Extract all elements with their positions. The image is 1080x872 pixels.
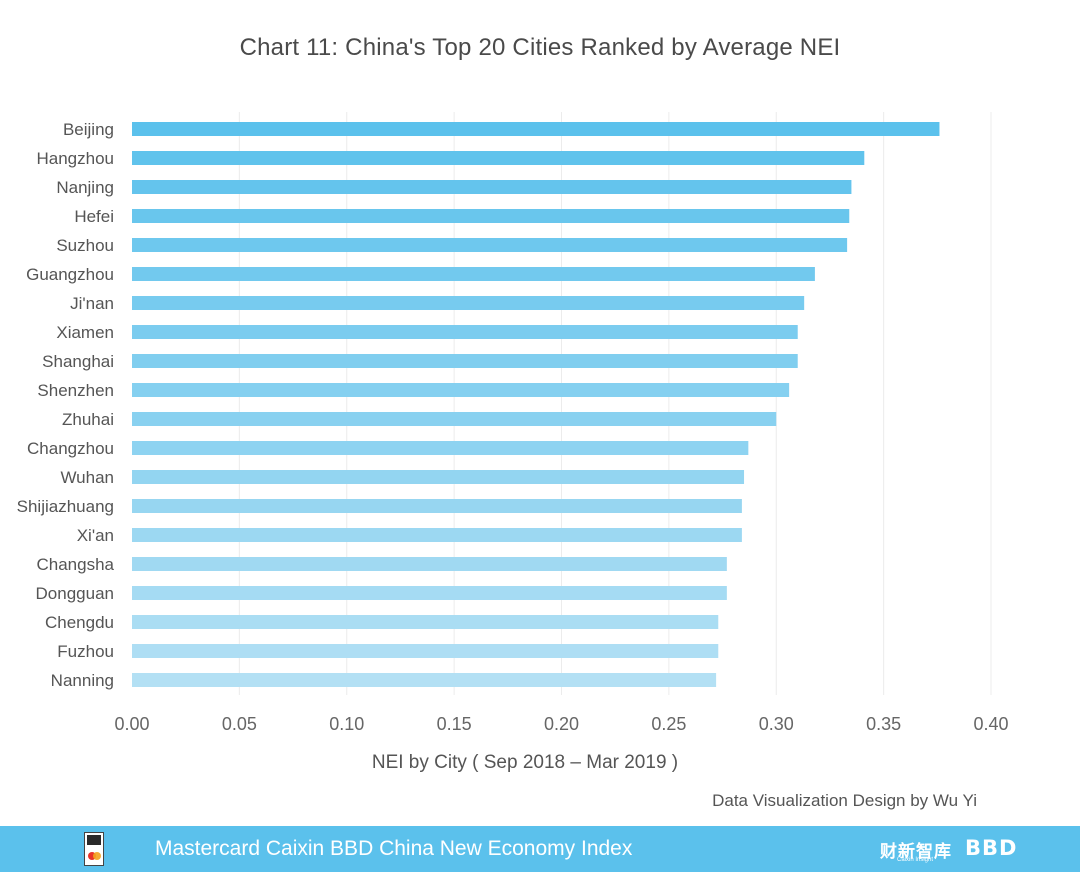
category-label: Suzhou (56, 236, 114, 255)
bar-ji-nan (132, 296, 805, 310)
x-tick-label: 0.00 (114, 714, 149, 734)
category-label: Dongguan (36, 584, 114, 603)
caixin-insight-logo: 财新智库 (880, 842, 952, 861)
category-labels: Beijing Hangzhou Nanjing Hefei Suzhou Guangzh… (17, 120, 115, 690)
x-tick-label: 0.35 (866, 714, 901, 734)
category-label: Shijiazhuang (17, 497, 114, 516)
category-label: Guangzhou (26, 265, 114, 284)
bar-hangzhou (132, 151, 865, 165)
chart-title: Chart 11: China's Top 20 Cities Ranked b… (239, 34, 841, 61)
category-label: Zhuhai (62, 410, 114, 429)
x-tick-label: 0.30 (759, 714, 794, 734)
bar-nanjing (132, 180, 852, 194)
bar-shijiazhuang (132, 499, 742, 513)
x-tick-label: 0.25 (651, 714, 686, 734)
x-tick-label: 0.10 (329, 714, 364, 734)
category-label: Changsha (36, 555, 114, 574)
bar-shanghai (132, 354, 798, 368)
bars (132, 122, 940, 687)
bar-changsha (132, 557, 727, 571)
category-label: Xiamen (56, 323, 114, 342)
bar-xiamen (132, 325, 798, 339)
category-label: Hefei (74, 207, 114, 226)
category-label: Changzhou (27, 439, 114, 458)
bar-xi-an (132, 528, 742, 542)
bar-shenzhen (132, 383, 790, 397)
bar-wuhan (132, 470, 745, 484)
category-label: Wuhan (60, 468, 114, 487)
bar-fuzhou (132, 644, 719, 658)
category-label: Ji'nan (70, 294, 114, 313)
credit-text: Data Visualization Design by Wu Yi (712, 791, 977, 810)
nei-mastercard-icon (84, 832, 104, 866)
x-tick-label: 0.40 (973, 714, 1008, 734)
x-axis-label: NEI by City ( Sep 2018 – Mar 2019 ) (372, 752, 678, 773)
bar-changzhou (132, 441, 749, 455)
x-tick-label: 0.05 (222, 714, 257, 734)
bar-zhuhai (132, 412, 777, 426)
bar-guangzhou (132, 267, 815, 281)
footer-title: Mastercard Caixin BBD China New Economy … (155, 837, 633, 860)
x-tick-label: 0.20 (544, 714, 579, 734)
category-label: Beijing (63, 120, 114, 139)
bar-suzhou (132, 238, 848, 252)
x-tick-labels: 0.00 0.05 0.10 0.15 0.20 0.25 0.30 0.35 0.40 (114, 714, 1008, 734)
bar-nanning (132, 673, 717, 687)
category-label: Xi'an (77, 526, 114, 545)
category-label: Shanghai (42, 352, 114, 371)
bar-chart: Beijing Hangzhou Nanjing Hefei Suzhou Guangzh… (17, 112, 1009, 773)
bar-dongguan (132, 586, 727, 600)
bar-hefei (132, 209, 850, 223)
category-label: Nanjing (56, 178, 114, 197)
bar-beijing (132, 122, 940, 136)
category-label: Nanning (51, 671, 114, 690)
bbd-logo: BBD (965, 836, 1018, 860)
x-tick-label: 0.15 (437, 714, 472, 734)
bar-chengdu (132, 615, 719, 629)
category-label: Hangzhou (36, 149, 114, 168)
caixin-insight-sub: Caixin Insight (897, 857, 934, 863)
category-label: Shenzhen (37, 381, 114, 400)
footer-bar: Mastercard Caixin BBD China New Economy … (0, 826, 1080, 872)
category-label: Chengdu (45, 613, 114, 632)
category-label: Fuzhou (57, 642, 114, 661)
grid-lines (238, 112, 992, 695)
